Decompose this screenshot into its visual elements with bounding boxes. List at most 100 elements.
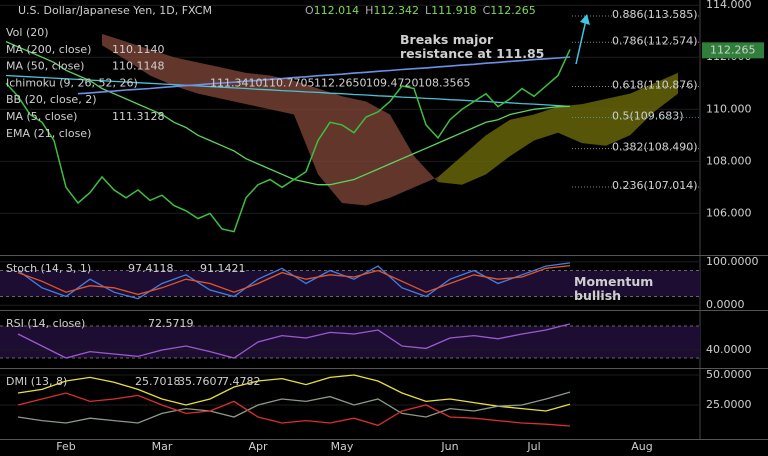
indicator-value: 111.3410 — [210, 76, 263, 89]
ichimoku-cloud — [534, 106, 558, 141]
fib-label: 0.382(108.490) — [612, 141, 698, 154]
ichimoku-cloud — [414, 156, 438, 188]
indicator-name: BB (20, close, 2) — [6, 93, 97, 106]
indicator-value: 110.1140 — [112, 43, 165, 56]
y-tick-label: 40.0000 — [706, 343, 752, 356]
panel-title: RSI (14, close) — [6, 317, 85, 330]
ohlc-value: 112.014 — [314, 4, 360, 17]
breakout-arrow — [575, 19, 587, 65]
indicator-name: MA (50, close) — [6, 60, 84, 73]
trendline — [77, 56, 571, 95]
fib-label: 0.886(113.585) — [612, 8, 698, 21]
x-tick-label: Apr — [248, 440, 268, 453]
ichimoku-cloud — [342, 96, 366, 206]
indicator-line — [17, 323, 571, 359]
ichimoku-cloud — [150, 49, 174, 86]
y-tick-label: 114.000 — [706, 0, 752, 11]
x-tick-label: Jul — [526, 440, 540, 453]
annotation-line: bullish — [574, 288, 621, 303]
indicator-name: MA (200, close) — [6, 43, 91, 56]
ichimoku-cloud — [102, 33, 126, 60]
x-tick-label: Aug — [631, 440, 652, 453]
y-tick-label: 110.000 — [706, 102, 752, 115]
indicator-line — [17, 374, 571, 412]
indicator-value: 111.3128 — [112, 110, 165, 123]
ohlc-key: L — [425, 4, 432, 17]
panel-title: Stoch (14, 3, 1) — [6, 262, 91, 275]
x-tick-label: Feb — [56, 440, 75, 453]
overbought-band — [0, 326, 700, 358]
y-tick-label: 106.000 — [706, 206, 752, 219]
ohlc-value: 111.918 — [431, 4, 477, 17]
y-tick-label: 100.0000 — [706, 255, 759, 268]
annotation: Breaks major resistance at 111.85 — [400, 32, 544, 61]
ichimoku-cloud — [462, 135, 486, 185]
indicator-name: Vol (20) — [6, 26, 49, 39]
x-tick-label: May — [331, 440, 354, 453]
indicator-value: 97.4118 — [128, 262, 174, 275]
ohlc-key: O — [305, 4, 314, 17]
price-line — [5, 49, 571, 233]
indicator-name: EMA (21, close) — [6, 127, 91, 140]
x-tick-label: Mar — [152, 440, 173, 453]
indicator-name: Ichimoku (9, 26, 52, 26) — [6, 76, 138, 89]
annotation-line: Breaks major — [400, 32, 494, 47]
indicator-value: 110.7705 — [262, 76, 315, 89]
indicator-line — [17, 391, 571, 424]
ichimoku-cloud — [606, 93, 630, 146]
ichimoku-cloud — [558, 104, 582, 144]
y-tick-label: 50.0000 — [706, 368, 752, 381]
ichimoku-cloud — [390, 114, 414, 198]
ichimoku-cloud — [366, 101, 390, 206]
annotation-line: resistance at 111.85 — [400, 46, 544, 61]
indicator-line — [5, 41, 571, 186]
ichimoku-cloud — [630, 83, 654, 136]
arrow-head — [580, 14, 590, 25]
indicator-value: 7.4782 — [222, 375, 261, 388]
panel-title: DMI (13, 8) — [6, 375, 67, 388]
indicator-value: 72.5719 — [148, 317, 194, 330]
annotation-line: Momentum — [574, 274, 653, 289]
last-price-box — [702, 42, 764, 59]
ichimoku-cloud — [222, 67, 246, 105]
indicator-value: 109.4720 — [366, 76, 419, 89]
ohlc-key: C — [483, 4, 491, 17]
ichimoku-cloud — [486, 119, 510, 175]
fib-label: 0.618(110.876) — [612, 78, 698, 91]
ichimoku-cloud — [438, 156, 462, 185]
fib-label: 0.786(112.574) — [612, 34, 698, 47]
y-tick-label: 25.0000 — [706, 398, 752, 411]
ohlc-key: H — [365, 4, 373, 17]
ohlc-readout: O112.014 H112.342 L111.918 C112.265 — [305, 4, 536, 17]
indicator-name: MA (5, close) — [6, 110, 77, 123]
ohlc-value: 112.265 — [490, 4, 536, 17]
ichimoku-cloud — [510, 114, 534, 157]
ohlc-value: 112.342 — [373, 4, 419, 17]
annotation: Momentum bullish — [574, 274, 653, 303]
ichimoku-cloud — [582, 98, 606, 146]
last-price-label: 112.265 — [710, 43, 756, 56]
ichimoku-cloud — [318, 88, 342, 203]
indicator-value: 112.2650 — [314, 76, 367, 89]
y-tick-label: 0.0000 — [706, 298, 745, 311]
indicator-line — [17, 392, 571, 427]
ichimoku-cloud — [270, 75, 294, 115]
indicator-value: 25.7018 — [135, 375, 181, 388]
ichimoku-cloud — [246, 72, 270, 110]
fib-label: 0.236(107.014) — [612, 179, 698, 192]
ichimoku-cloud — [654, 72, 678, 112]
ichimoku-cloud — [294, 80, 318, 175]
fib-label: 0.5(109.683) — [612, 110, 684, 123]
indicator-value: 35.7607 — [178, 375, 224, 388]
x-tick-label: Jun — [440, 440, 458, 453]
ichimoku-cloud — [198, 62, 222, 99]
indicator-line — [17, 264, 571, 296]
ichimoku-cloud — [126, 41, 150, 76]
indicator-value: 110.1148 — [112, 60, 165, 73]
indicator-value: 108.3565 — [418, 76, 471, 89]
overbought-band — [0, 270, 700, 297]
y-tick-label: 108.000 — [706, 154, 752, 167]
